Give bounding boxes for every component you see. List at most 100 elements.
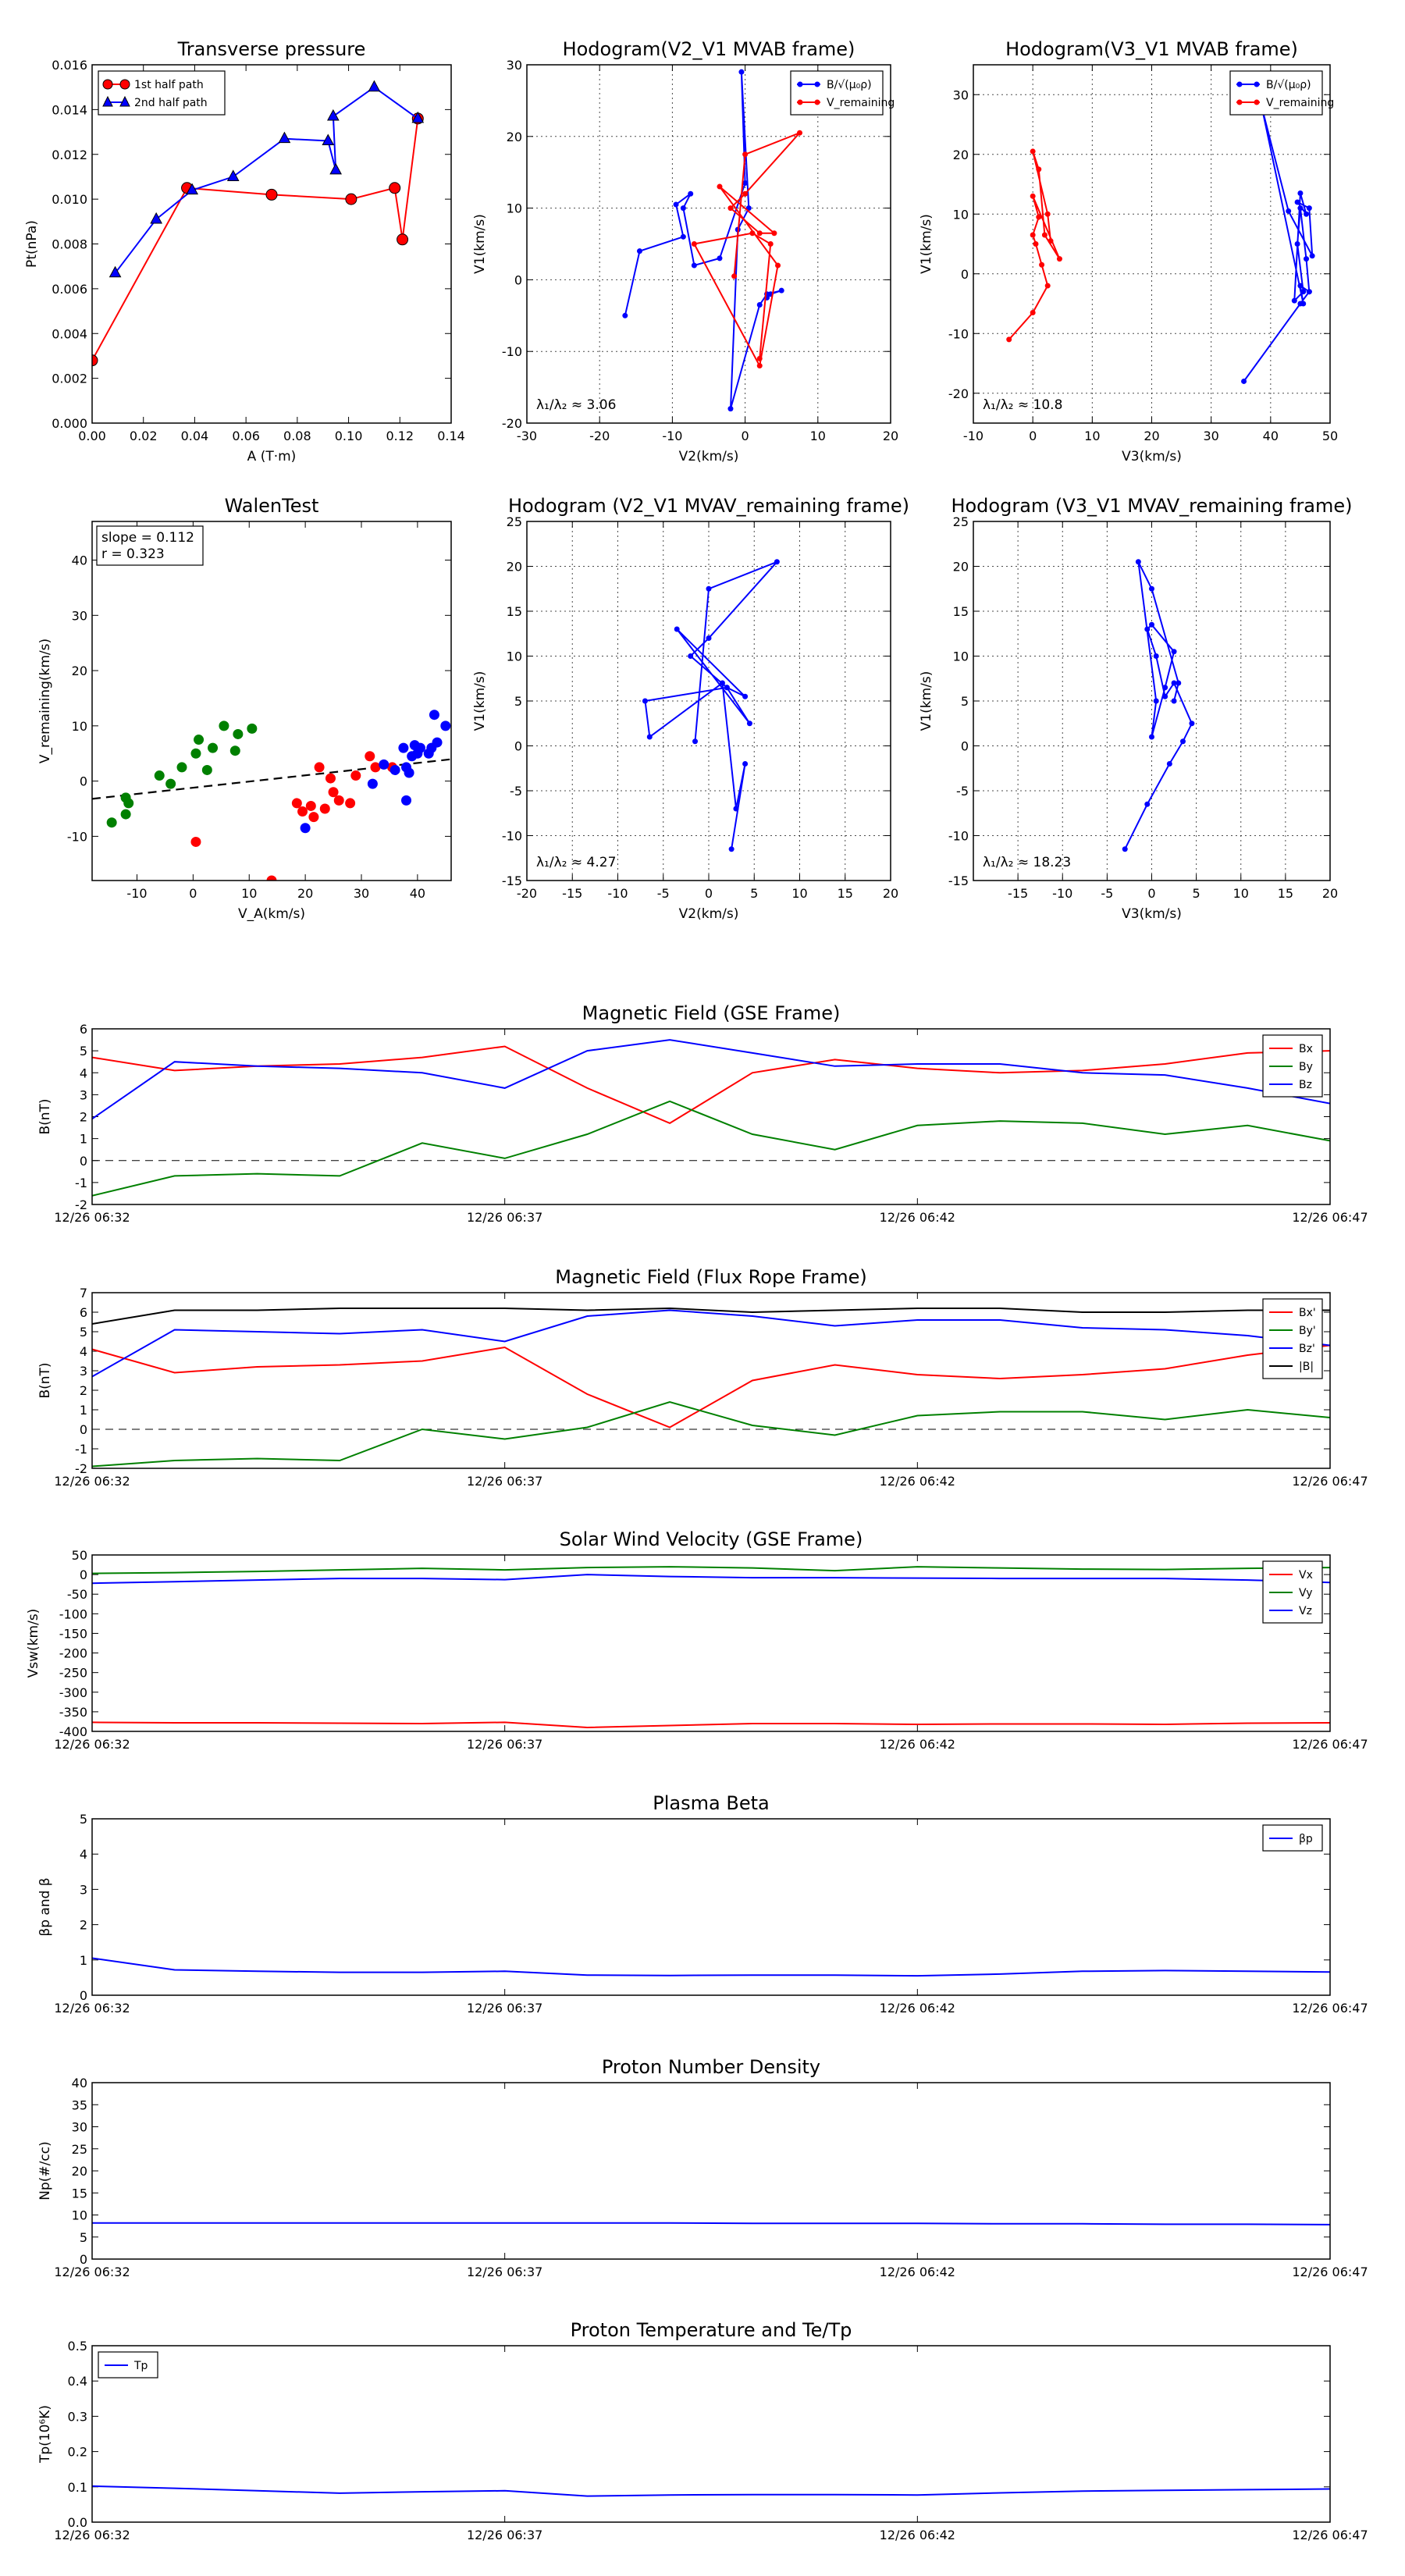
x-tick-label: 0.06	[232, 429, 260, 443]
data-point	[233, 728, 244, 739]
legend: Bx By Bz	[1262, 1034, 1323, 1098]
data-point	[731, 273, 738, 279]
series-line-1	[114, 86, 418, 274]
data-point	[1153, 653, 1159, 659]
y-tick-label: -250	[59, 1666, 87, 1681]
data-point	[414, 742, 425, 753]
data-point	[1286, 208, 1292, 214]
y-tick-label: -5	[956, 784, 969, 799]
legend: 1st half path 2nd half path	[98, 70, 226, 116]
data-point	[327, 109, 340, 121]
legend-box	[1229, 70, 1323, 116]
series-line-2	[92, 1039, 1330, 1120]
series-line-0	[1124, 561, 1193, 850]
y-tick-label: 0	[80, 1154, 87, 1169]
x-tick-label: 0	[705, 886, 713, 901]
series-line-2	[92, 1574, 1330, 1585]
x-tick-label: 12/26 06:47	[1292, 1474, 1368, 1489]
data-point	[724, 685, 730, 691]
y-axis-label: βp and β	[37, 1877, 53, 1936]
y-tick-label: -1	[75, 1442, 87, 1457]
data-layer	[1006, 104, 1315, 384]
y-tick-label: 0	[80, 774, 87, 789]
legend: B/√(μ₀ρ) V_remaining	[1229, 70, 1334, 116]
x-tick-label: 12/26 06:37	[467, 2265, 542, 2279]
legend-label: By	[1299, 1061, 1313, 1073]
data-point	[742, 761, 749, 767]
plot-frame	[91, 521, 452, 881]
data-point	[350, 770, 361, 781]
data-layer	[92, 1957, 1330, 1977]
y-tick-label: 1	[80, 1953, 87, 1968]
plot-frame	[973, 64, 1331, 424]
x-tick-label: 30	[1203, 429, 1218, 443]
data-point	[717, 255, 723, 262]
y-tick-label: -1	[75, 1176, 87, 1190]
data-point	[325, 773, 336, 784]
y-tick-label: 15	[953, 604, 969, 619]
data-point	[756, 363, 763, 369]
legend-label: Vy	[1299, 1587, 1313, 1599]
data-point	[646, 734, 653, 740]
data-point	[1166, 761, 1172, 767]
data-layer	[1122, 559, 1195, 852]
data-point	[1135, 559, 1141, 565]
data-point	[432, 737, 443, 748]
data-point	[1149, 734, 1154, 740]
legend-label: |B|	[1299, 1361, 1314, 1373]
x-tick-label: -20	[589, 429, 610, 443]
x-tick-label: 12/26 06:42	[880, 1474, 955, 1489]
y-tick-label: 1	[80, 1403, 87, 1418]
data-point	[365, 751, 375, 762]
y-tick-label: 5	[80, 1325, 87, 1340]
data-layer	[92, 1039, 1330, 1197]
x-tick-label: 15	[1278, 886, 1293, 901]
y-tick-label: 0.004	[52, 326, 87, 341]
data-point	[368, 80, 381, 92]
data-point	[201, 764, 212, 775]
y-tick-label: -10	[502, 829, 522, 844]
data-point	[1149, 621, 1154, 628]
chart-vsw: Solar Wind Velocity (GSE Frame) 12/26 06:…	[26, 1528, 1368, 1752]
data-point	[1306, 205, 1312, 212]
data-point	[1030, 148, 1036, 155]
x-tick-label: 20	[1144, 429, 1159, 443]
ratio-annotation: λ₁/λ₂ ≈ 3.06	[536, 397, 616, 413]
chart-title: Transverse pressure	[177, 38, 366, 60]
data-point	[401, 795, 411, 806]
data-point	[1300, 289, 1307, 295]
data-point	[673, 201, 679, 208]
x-tick-label: 12/26 06:37	[467, 2528, 542, 2542]
data-point	[190, 748, 201, 759]
x-tick-label: -10	[662, 429, 682, 443]
y-axis-label: V1(km/s)	[919, 214, 934, 274]
data-point	[691, 241, 697, 247]
x-tick-label: 12/26 06:42	[880, 2001, 955, 2016]
x-tick-label: 12/26 06:37	[467, 2001, 542, 2016]
data-point	[727, 205, 734, 212]
y-tick-label: 3	[80, 1882, 87, 1897]
data-point	[1309, 253, 1315, 259]
x-tick-label: 50	[1322, 429, 1338, 443]
x-tick-label: 5	[1193, 886, 1200, 901]
chart-walen: WalenTest -10 0 10 20 30 40 V_A(km/s) -10 0 10 20 30…	[37, 495, 452, 922]
data-point	[1179, 738, 1186, 745]
x-tick-label: 12/26 06:32	[54, 1737, 130, 1752]
legend-label: Bx	[1299, 1043, 1313, 1055]
chart-title: WalenTest	[225, 495, 319, 517]
data-point	[1030, 232, 1036, 238]
data-point	[208, 742, 219, 753]
x-tick-label: 0	[1029, 429, 1037, 443]
series-line-0	[92, 2485, 1330, 2497]
plot-frame	[91, 2082, 1331, 2260]
chart-title: Proton Number Density	[602, 2056, 820, 2078]
data-point	[1006, 336, 1012, 343]
series-line-1	[692, 132, 801, 368]
data-point	[1300, 301, 1307, 307]
y-tick-label: 20	[507, 560, 522, 575]
y-tick-label: -10	[948, 326, 969, 341]
y-axis-label: B(nT)	[37, 1098, 53, 1134]
data-point	[742, 180, 749, 186]
data-point	[389, 182, 401, 194]
y-tick-label: 0	[961, 267, 969, 282]
